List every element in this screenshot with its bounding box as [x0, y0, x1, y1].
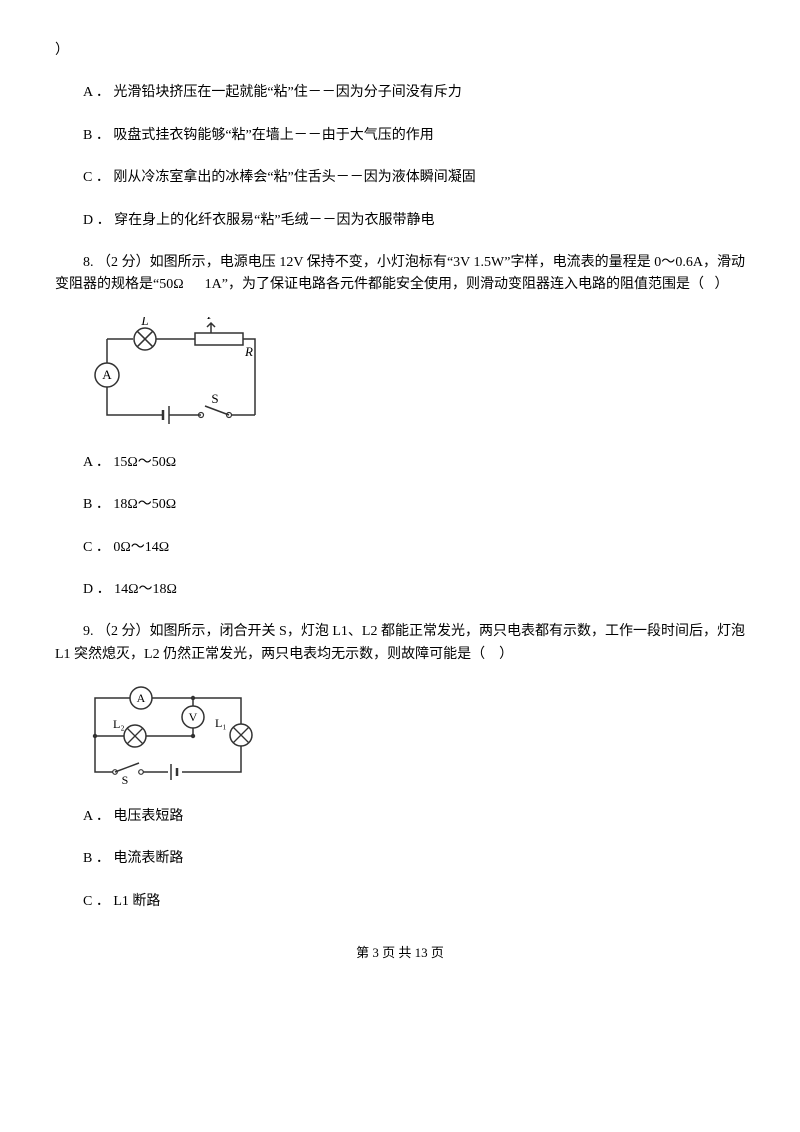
q9-option-b: B ． 电流表断路 [55, 848, 745, 870]
svg-text:R: R [244, 344, 253, 359]
q9-option-c: C ． L1 断路 [55, 891, 745, 913]
svg-text:S: S [211, 391, 218, 406]
q7-trail: ） [55, 40, 745, 62]
q7-option-c: C ． 刚从冷冻室拿出的冰棒会“粘”住舌头－－因为液体瞬间凝固 [55, 167, 745, 189]
svg-text:A: A [137, 691, 146, 705]
q8-text: 8. （2 分）如图所示，电源电压 12V 保持不变，小灯泡标有“3V 1.5W… [55, 252, 745, 297]
q7-option-b: B ． 吸盘式挂衣钩能够“粘”在墙上－－由于大气压的作用 [55, 125, 745, 147]
page-footer: 第 3 页 共 13 页 [55, 943, 745, 964]
svg-text:L₂: L₂ [113, 717, 125, 731]
svg-text:L₁: L₁ [215, 716, 227, 730]
q7-option-d: D ． 穿在身上的化纤衣服易“粘”毛绒－－因为衣服带静电 [55, 210, 745, 232]
svg-text:A: A [102, 367, 112, 382]
q8-option-b: B ． 18Ω～50Ω [55, 494, 745, 516]
q9-circuit-diagram: A V L₂ L₁ S [83, 686, 745, 786]
svg-text:P: P [206, 317, 215, 322]
svg-text:S: S [122, 773, 129, 786]
q9-option-a: A ． 电压表短路 [55, 806, 745, 828]
q8-option-a: A ． 15Ω～50Ω [55, 452, 745, 474]
q7-option-a: A ． 光滑铅块挤压在一起就能“粘”住－－因为分子间没有斥力 [55, 82, 745, 104]
q8-option-d: D ． 14Ω～18Ω [55, 579, 745, 601]
svg-text:V: V [189, 710, 198, 724]
q8-circuit-diagram: L P R S A [83, 317, 745, 432]
svg-text:L: L [140, 317, 148, 328]
q9-text: 9. （2 分）如图所示，闭合开关 S，灯泡 L1、L2 都能正常发光，两只电表… [55, 621, 745, 666]
q8-option-c: C ． 0Ω～14Ω [55, 537, 745, 559]
